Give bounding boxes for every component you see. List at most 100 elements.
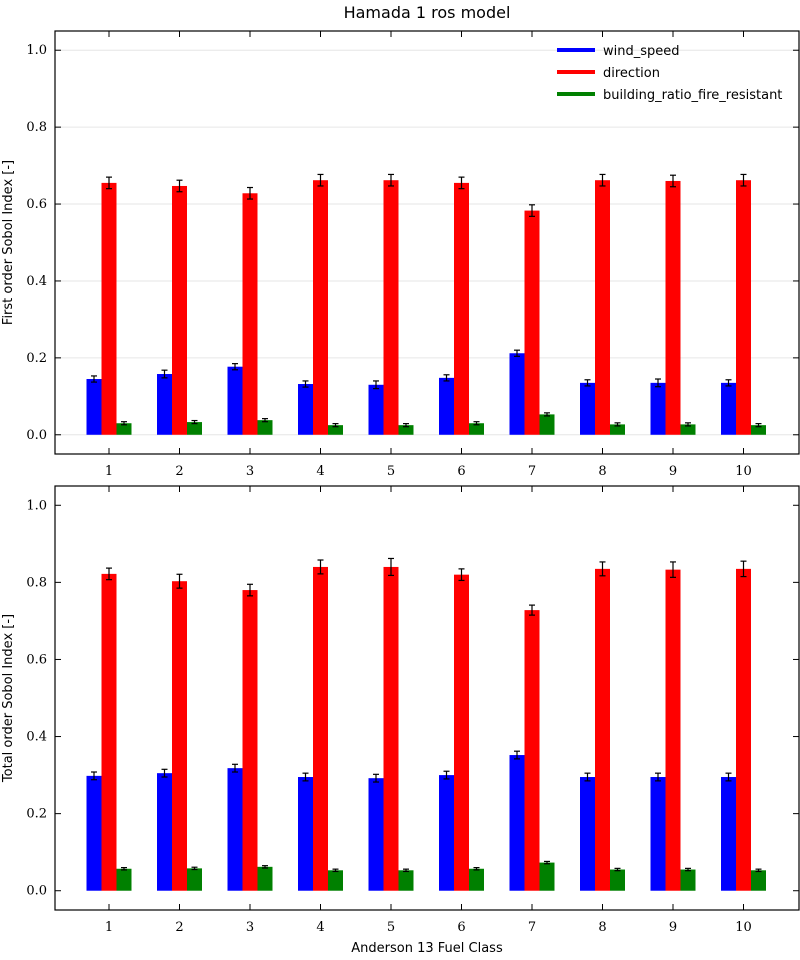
bar-wind_speed — [368, 384, 384, 435]
bar-wind_speed — [86, 379, 102, 435]
x-tick-label: 10 — [735, 920, 752, 935]
chart-title: Hamada 1 ros model — [344, 3, 511, 22]
x-tick-label: 7 — [528, 920, 536, 935]
bar-building_ratio_fire_resistant — [257, 420, 273, 435]
y-tick-label: 0.8 — [26, 120, 47, 135]
bar-wind_speed — [439, 775, 454, 891]
y-axis-label: First order Sobol Index [-] — [1, 160, 16, 325]
bar-wind_speed — [580, 777, 595, 891]
bar-wind_speed — [298, 384, 313, 435]
bar-building_ratio_fire_resistant — [539, 862, 555, 891]
bar-direction — [736, 180, 751, 435]
bar-wind_speed — [157, 773, 172, 891]
bar-wind_speed — [439, 377, 454, 435]
bar-direction — [454, 574, 469, 891]
bar-building_ratio_fire_resistant — [328, 425, 343, 435]
y-tick-label: 0.0 — [26, 428, 47, 443]
bar-direction — [172, 185, 187, 435]
bar-wind_speed — [227, 366, 243, 435]
bar-wind_speed — [650, 382, 666, 435]
y-tick-label: 0.6 — [26, 652, 47, 667]
bar-wind_speed — [157, 374, 172, 435]
bar-wind_speed — [721, 382, 736, 435]
bar-building_ratio_fire_resistant — [328, 870, 343, 891]
plot-frame — [54, 485, 800, 911]
bar-wind_speed — [298, 777, 313, 891]
y-tick-label: 1.0 — [26, 43, 47, 58]
bar-building_ratio_fire_resistant — [610, 424, 625, 435]
y-tick-label: 1.0 — [26, 498, 47, 513]
x-tick-label: 5 — [387, 920, 395, 935]
legend-label: direction — [603, 66, 660, 81]
y-tick-label: 0.2 — [26, 807, 47, 822]
legend: wind_speed direction building_ratio_fire_r… — [557, 44, 782, 103]
x-tick-label: 5 — [387, 464, 395, 479]
bar-direction — [524, 610, 540, 891]
bar-wind_speed — [509, 353, 525, 435]
bar-direction — [595, 568, 610, 891]
panel-2: 0.0 0.2 0.4 0.6 0.8 1.0 1 2 3 4 5 6 7 8 9 10 Total order… — [1, 485, 800, 956]
bar-building_ratio_fire_resistant — [187, 868, 202, 891]
bar-building_ratio_fire_resistant — [187, 422, 202, 435]
x-tick-label: 9 — [669, 464, 677, 479]
bar-building_ratio_fire_resistant — [116, 868, 132, 891]
bar-building_ratio_fire_resistant — [680, 869, 696, 891]
x-tick-label: 4 — [316, 464, 324, 479]
bar-direction — [665, 180, 681, 435]
bar-building_ratio_fire_resistant — [751, 425, 766, 435]
x-tick-label: 6 — [457, 920, 465, 935]
bar-wind_speed — [721, 777, 736, 891]
bar-building_ratio_fire_resistant — [257, 866, 273, 891]
x-tick-label: 1 — [105, 920, 113, 935]
x-tick-label: 4 — [316, 920, 324, 935]
bar-direction — [101, 573, 117, 891]
x-tick-label: 1 — [105, 464, 113, 479]
bar-building_ratio_fire_resistant — [398, 425, 414, 435]
bar-direction — [101, 182, 117, 435]
x-tick-label: 8 — [598, 920, 606, 935]
plot-frame — [54, 30, 800, 455]
bar-building_ratio_fire_resistant — [469, 423, 484, 435]
legend-label: building_ratio_fire_resistant — [603, 88, 782, 103]
bar-direction — [524, 210, 540, 435]
bar-direction — [595, 180, 610, 435]
x-tick-label: 8 — [598, 464, 606, 479]
y-tick-label: 0.6 — [26, 197, 47, 212]
x-tick-label: 3 — [246, 464, 254, 479]
bar-building_ratio_fire_resistant — [398, 870, 414, 891]
bar-building_ratio_fire_resistant — [116, 423, 132, 435]
bar-direction — [242, 590, 258, 891]
bar-building_ratio_fire_resistant — [751, 870, 766, 891]
bar-direction — [313, 566, 328, 891]
y-tick-label: 0.8 — [26, 575, 47, 590]
bar-wind_speed — [368, 778, 384, 891]
y-tick-label: 0.2 — [26, 351, 47, 366]
bar-direction — [313, 180, 328, 435]
bar-direction — [736, 568, 751, 891]
bar-wind_speed — [650, 777, 666, 891]
bar-direction — [242, 193, 258, 435]
y-tick-label: 0.4 — [26, 274, 47, 289]
bar-wind_speed — [580, 382, 595, 435]
bar-wind_speed — [86, 775, 102, 891]
x-axis-label: Anderson 13 Fuel Class — [351, 941, 503, 956]
legend-label: wind_speed — [603, 44, 680, 59]
bar-building_ratio_fire_resistant — [610, 869, 625, 891]
bar-wind_speed — [227, 768, 243, 891]
x-tick-label: 6 — [457, 464, 465, 479]
bar-building_ratio_fire_resistant — [539, 414, 555, 435]
x-tick-label: 7 — [528, 464, 536, 479]
bar-direction — [383, 180, 399, 435]
y-tick-label: 0.4 — [26, 730, 47, 745]
x-tick-label: 9 — [669, 920, 677, 935]
bar-building_ratio_fire_resistant — [680, 424, 696, 435]
x-tick-label: 2 — [175, 464, 183, 479]
y-tick-label: 0.0 — [26, 884, 47, 899]
panel-1: 0.0 0.2 0.4 0.6 0.8 1.0 1 2 3 4 5 6 7 8 9 10 First order… — [1, 30, 800, 479]
bar-direction — [172, 581, 187, 891]
bar-direction — [665, 569, 681, 891]
bar-direction — [454, 182, 469, 435]
bar-wind_speed — [509, 755, 525, 891]
y-axis-label: Total order Sobol Index [-] — [1, 614, 16, 783]
